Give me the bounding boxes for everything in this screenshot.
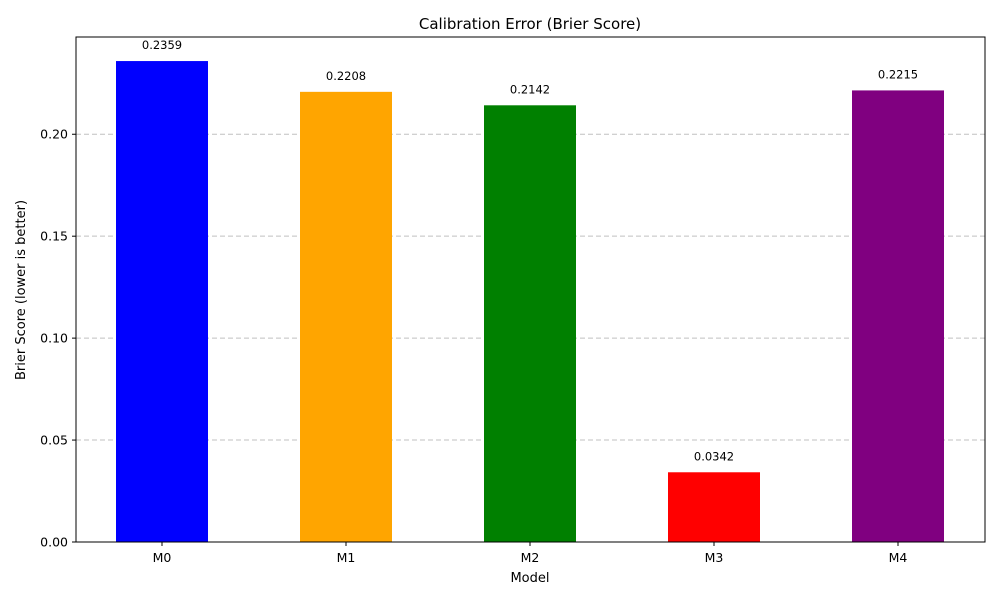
x-tick-label: M1 — [337, 550, 356, 565]
y-tick-label: 0.20 — [40, 127, 68, 142]
bar-m4 — [852, 90, 944, 543]
y-axis-label: Brier Score (lower is better) — [14, 200, 29, 380]
x-tick-label: M2 — [521, 550, 540, 565]
bar-m2 — [484, 105, 576, 543]
x-axis-label: Model — [510, 571, 549, 586]
y-tick-label: 0.05 — [40, 433, 68, 448]
y-tick-label: 0.00 — [40, 535, 68, 550]
value-label: 0.2208 — [326, 69, 366, 83]
y-tick-label: 0.15 — [40, 229, 68, 244]
y-axis-ticks: 0.00 0.05 0.10 0.15 0.20 — [40, 127, 76, 550]
x-axis-ticks: M0 M1 M2 M3 M4 — [153, 542, 908, 565]
bars — [116, 61, 944, 543]
x-tick-label: M3 — [705, 550, 724, 565]
value-label: 0.2359 — [142, 38, 182, 52]
bar-m3 — [668, 472, 760, 542]
chart-title: Calibration Error (Brier Score) — [419, 15, 641, 33]
x-tick-label: M0 — [153, 550, 172, 565]
y-tick-label: 0.10 — [40, 331, 68, 346]
value-label: 0.2142 — [510, 82, 550, 96]
value-label: 0.0342 — [694, 449, 734, 463]
value-label: 0.2215 — [878, 67, 918, 81]
x-tick-label: M4 — [889, 550, 908, 565]
bar-m0 — [116, 61, 208, 543]
bar-m1 — [300, 91, 392, 542]
value-labels: 0.2359 0.2208 0.2142 0.0342 0.2215 — [142, 38, 918, 463]
